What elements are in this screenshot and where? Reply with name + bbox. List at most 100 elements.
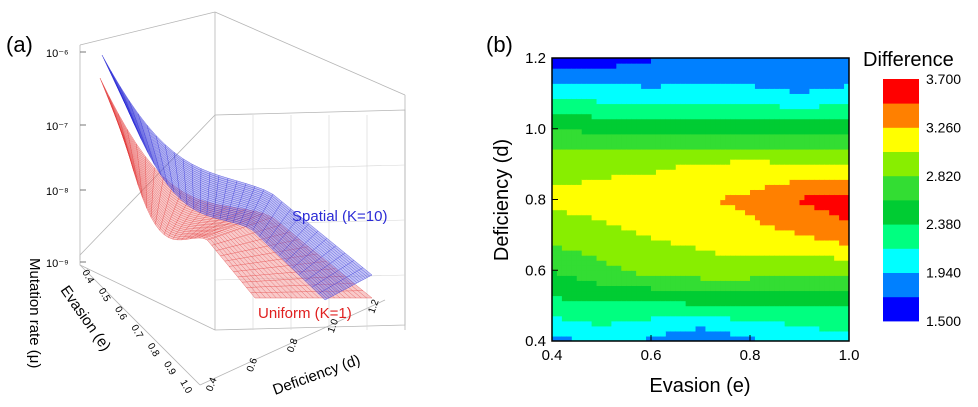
heatmap-cell — [759, 108, 766, 115]
heatmap-cell — [710, 123, 716, 130]
heatmap-cell — [680, 174, 687, 180]
heatmap-cell — [690, 138, 697, 145]
heatmap-cell — [591, 194, 598, 201]
heatmap-cell — [809, 290, 815, 297]
heatmap-cell — [695, 118, 702, 125]
heatmap-cell — [636, 244, 642, 251]
heatmap-cell — [834, 270, 840, 276]
heatmap-cell — [700, 108, 707, 115]
heatmap-cell — [675, 159, 682, 165]
heatmap-cell — [556, 290, 563, 297]
heatmap-cell — [611, 244, 617, 251]
heatmap-cell — [606, 250, 612, 256]
heatmap-cell — [735, 265, 741, 271]
heatmap-cell — [720, 83, 726, 89]
heatmap-cell — [844, 204, 849, 211]
heatmap-cell — [636, 83, 642, 89]
heatmap-cell — [789, 73, 796, 79]
heatmap-cell — [685, 330, 692, 337]
heatmap-cell — [764, 250, 771, 256]
heatmap-cell — [586, 189, 593, 196]
heatmap-cell — [651, 300, 657, 307]
heatmap-cell — [626, 250, 632, 256]
heatmap-cell — [571, 204, 578, 211]
heatmap-cell — [730, 68, 736, 74]
heatmap-cell — [745, 244, 751, 251]
heatmap-cell — [774, 219, 781, 226]
heatmap-cell — [809, 219, 815, 226]
heatmap-cell — [774, 174, 781, 180]
heatmap-cell — [794, 154, 801, 160]
heatmap-cell — [670, 159, 677, 165]
heatmap-cell — [725, 184, 731, 190]
heatmap-cell — [601, 164, 608, 170]
heatmap-cell — [660, 250, 667, 256]
heatmap-cell — [596, 280, 603, 287]
heatmap-cell — [695, 335, 702, 341]
heatmap-cell — [665, 285, 672, 292]
heatmap-cell — [601, 189, 608, 196]
heatmap-cell — [556, 199, 563, 206]
heatmap-cell — [616, 159, 622, 165]
heatmap-cell — [626, 310, 632, 317]
heatmap-cell — [651, 234, 657, 241]
heatmap-cell — [720, 194, 726, 201]
heatmap-cell — [591, 148, 598, 155]
heatmap-cell — [774, 244, 781, 251]
heatmap-cell — [769, 123, 776, 130]
heatmap-cell — [651, 154, 657, 160]
heatmap-cell — [566, 285, 573, 292]
heatmap-cell — [824, 305, 830, 312]
heatmap-cell — [611, 189, 617, 196]
heatmap-cell — [839, 260, 845, 266]
heatmap-cell — [665, 159, 672, 165]
heatmap-cell — [675, 275, 682, 281]
heatmap-cell — [750, 159, 756, 165]
heatmap-cell — [670, 295, 677, 302]
heatmap-cell — [814, 310, 820, 317]
heatmap-cell — [754, 335, 761, 341]
heatmap-cell — [631, 239, 637, 246]
heatmap-cell — [611, 143, 617, 150]
heatmap-cell — [690, 159, 697, 165]
heatmap-cell — [606, 255, 612, 261]
heatmap-cell — [784, 214, 791, 221]
heatmap-cell — [616, 128, 622, 135]
heatmap-cell — [829, 63, 835, 69]
heatmap-cell — [745, 260, 751, 266]
heatmap-cell — [631, 189, 637, 196]
heatmap-cell — [571, 108, 578, 115]
heatmap-cell — [735, 58, 741, 64]
heatmap-cell — [621, 189, 627, 196]
heatmap-cell — [824, 184, 830, 190]
heatmap-cell — [631, 118, 637, 125]
heatmap-cell — [804, 265, 810, 271]
heatmap-cell — [715, 275, 721, 281]
heatmap-cell — [829, 330, 835, 337]
heatmap-cell — [794, 310, 801, 317]
heatmap-cell — [601, 148, 608, 155]
heatmap-cell — [829, 164, 835, 170]
colorbar-swatch — [883, 151, 919, 177]
heatmap-cell — [740, 174, 746, 180]
heatmap-cell — [764, 305, 771, 312]
heatmap-cell — [675, 88, 682, 94]
heatmap-cell — [844, 209, 849, 216]
heatmap-cell — [750, 305, 756, 312]
heatmap-cell — [556, 224, 563, 231]
heatmap-cell — [675, 229, 682, 236]
heatmap-cell — [769, 143, 776, 150]
heatmap-cell — [804, 315, 810, 322]
heatmap-cell — [809, 260, 815, 266]
heatmap-cell — [675, 78, 682, 84]
heatmap-cell — [735, 154, 741, 160]
heatmap-cell — [636, 320, 642, 327]
heatmap-cell — [789, 128, 796, 135]
heatmap-cell — [660, 290, 667, 297]
heatmap-cell — [665, 123, 672, 130]
heatmap-cell — [586, 285, 593, 292]
heatmap-cell — [774, 164, 781, 170]
heatmap-cell — [655, 148, 662, 155]
heatmap-cell — [601, 138, 608, 145]
heatmap-cell — [670, 58, 677, 64]
